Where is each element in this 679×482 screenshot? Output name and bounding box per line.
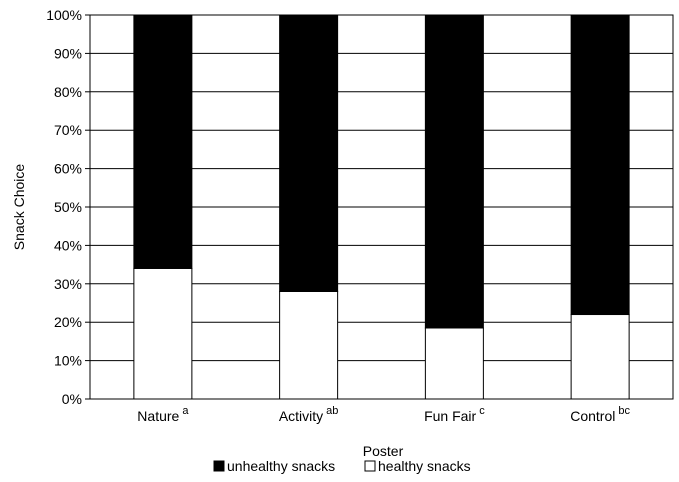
- x-axis-label: Poster: [363, 443, 404, 459]
- bar-healthy-snacks-fun-fair: [424, 327, 484, 400]
- bar-healthy-snacks-nature: [133, 267, 193, 400]
- x-tick-label: Fun Fair c: [424, 405, 485, 424]
- y-tick-label: 30%: [54, 276, 82, 292]
- legend: unhealthy snacks healthy snacks: [213, 458, 471, 474]
- y-tick-label: 40%: [54, 237, 82, 253]
- bar-unhealthy-snacks-fun-fair: [424, 14, 484, 329]
- y-axis-label: Snack Choice: [11, 164, 27, 251]
- y-tick-label: 90%: [54, 45, 82, 61]
- x-tick-labels: Nature a Activity ab Fun Fair c Control bc: [137, 405, 630, 424]
- y-tick-label: 10%: [54, 353, 82, 369]
- y-tick-label: 70%: [54, 122, 82, 138]
- bar-healthy-snacks-activity: [279, 290, 339, 400]
- legend-swatch: [364, 460, 376, 472]
- y-tick-labels: 0% 10% 20% 30% 40% 50% 60% 70% 80% 90% 100%: [46, 7, 82, 407]
- y-tick-label: 100%: [46, 7, 82, 23]
- bars: [133, 14, 630, 400]
- legend-label: healthy snacks: [378, 458, 471, 474]
- x-tick-label: Nature a: [137, 405, 189, 424]
- y-tick-label: 60%: [54, 161, 82, 177]
- axes: [89, 14, 674, 400]
- bar-unhealthy-snacks-activity: [279, 14, 339, 292]
- y-tick-label: 80%: [54, 84, 82, 100]
- bar-healthy-snacks-control: [570, 314, 630, 400]
- bar-unhealthy-snacks-control: [570, 14, 630, 316]
- y-tick-label: 0%: [62, 391, 82, 407]
- x-tick-label: Activity ab: [279, 405, 339, 424]
- x-tick-label: Control bc: [570, 405, 630, 424]
- legend-swatch: [213, 460, 225, 472]
- bar-unhealthy-snacks-nature: [133, 14, 193, 269]
- y-tick-label: 20%: [54, 314, 82, 330]
- legend-label: unhealthy snacks: [227, 458, 335, 474]
- plot-area-border: [89, 14, 674, 400]
- y-tick-label: 50%: [54, 199, 82, 215]
